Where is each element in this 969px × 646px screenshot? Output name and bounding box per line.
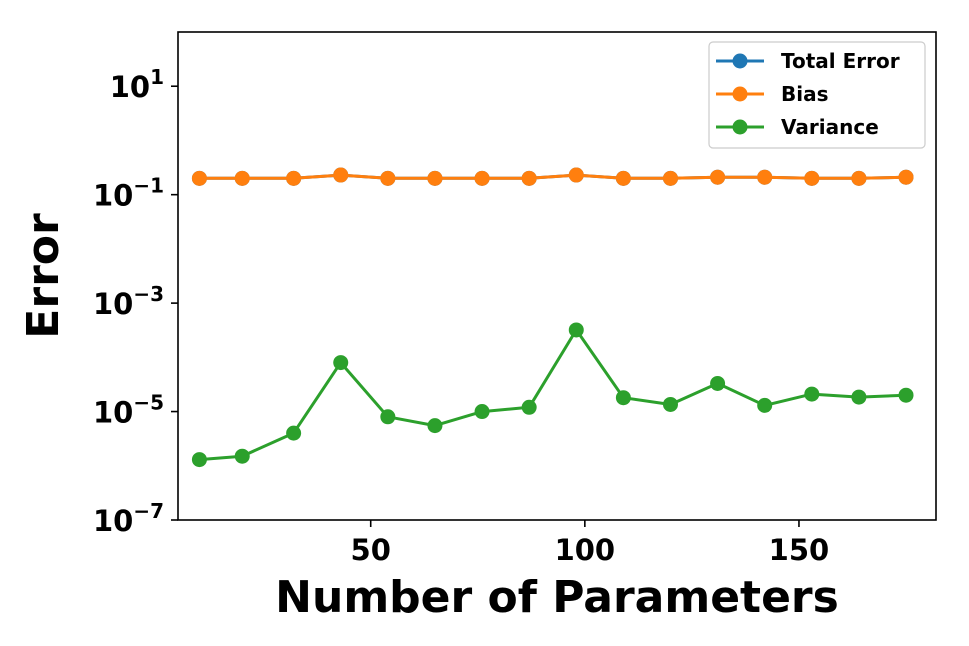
- series-line-bias: [199, 173, 907, 180]
- data-point-variance: [474, 404, 490, 420]
- series-variance: [191, 322, 914, 468]
- series-line-variance: [199, 328, 907, 462]
- y-tick-label: 10−7: [93, 499, 164, 538]
- data-point-variance: [521, 399, 537, 415]
- data-point-bias: [898, 169, 914, 185]
- data-point-bias: [427, 170, 443, 186]
- data-point-bias: [710, 169, 726, 185]
- legend-label: Total Error: [781, 49, 900, 73]
- data-point-bias: [474, 170, 490, 186]
- legend-marker: [732, 119, 748, 135]
- data-point-variance: [615, 390, 631, 406]
- legend-label: Variance: [781, 115, 879, 139]
- series-bias: [191, 167, 914, 186]
- data-point-variance: [662, 396, 678, 412]
- data-point-bias: [333, 167, 349, 183]
- y-tick-label: 101: [110, 65, 164, 104]
- data-point-bias: [568, 167, 584, 183]
- plot-area: 50 100 150 10−7 10−5 10−3 10−1 101: [93, 31, 937, 567]
- data-point-variance: [191, 452, 207, 468]
- data-point-variance: [333, 355, 349, 371]
- legend-box: [708, 41, 926, 149]
- series-layer: [191, 167, 914, 468]
- x-axis-title: Number of Parameters: [275, 572, 839, 623]
- data-point-bias: [191, 170, 207, 186]
- x-tick-label: 150: [769, 533, 830, 567]
- data-point-variance: [286, 425, 302, 441]
- data-point-bias: [380, 170, 396, 186]
- y-axis-ticks: 10−7 10−5 10−3 10−1 101: [93, 65, 178, 538]
- x-tick-label: 100: [555, 533, 616, 567]
- y-tick-label: 10−5: [93, 391, 164, 430]
- data-point-variance: [710, 375, 726, 391]
- y-tick-label: 10−1: [93, 174, 164, 213]
- y-tick-label: 10−3: [93, 282, 164, 321]
- x-tick-label: 50: [351, 533, 391, 567]
- data-point-bias: [615, 170, 631, 186]
- legend-marker: [732, 53, 748, 69]
- data-point-variance: [234, 448, 250, 464]
- data-point-variance: [757, 397, 773, 413]
- data-point-bias: [662, 170, 678, 186]
- plot-frame: [177, 31, 937, 521]
- data-point-variance: [568, 322, 584, 338]
- legend-item-total-error: Total Error: [716, 49, 900, 73]
- data-point-bias: [851, 170, 867, 186]
- legend-marker: [732, 86, 748, 102]
- x-axis-ticks: 50 100 150: [351, 520, 830, 567]
- data-point-bias: [804, 170, 820, 186]
- data-point-bias: [521, 170, 537, 186]
- data-point-variance: [380, 409, 396, 425]
- data-point-bias: [757, 169, 773, 185]
- legend-label: Bias: [781, 82, 829, 106]
- data-point-bias: [286, 170, 302, 186]
- legend-item-bias: Bias: [716, 82, 829, 106]
- data-point-variance: [427, 418, 443, 434]
- data-point-variance: [898, 387, 914, 403]
- y-axis-title: Error: [18, 213, 69, 339]
- legend-item-variance: Variance: [716, 115, 879, 139]
- data-point-bias: [234, 170, 250, 186]
- data-point-variance: [851, 389, 867, 405]
- data-point-variance: [804, 386, 820, 402]
- legend: Total Error Bias Variance: [708, 41, 926, 149]
